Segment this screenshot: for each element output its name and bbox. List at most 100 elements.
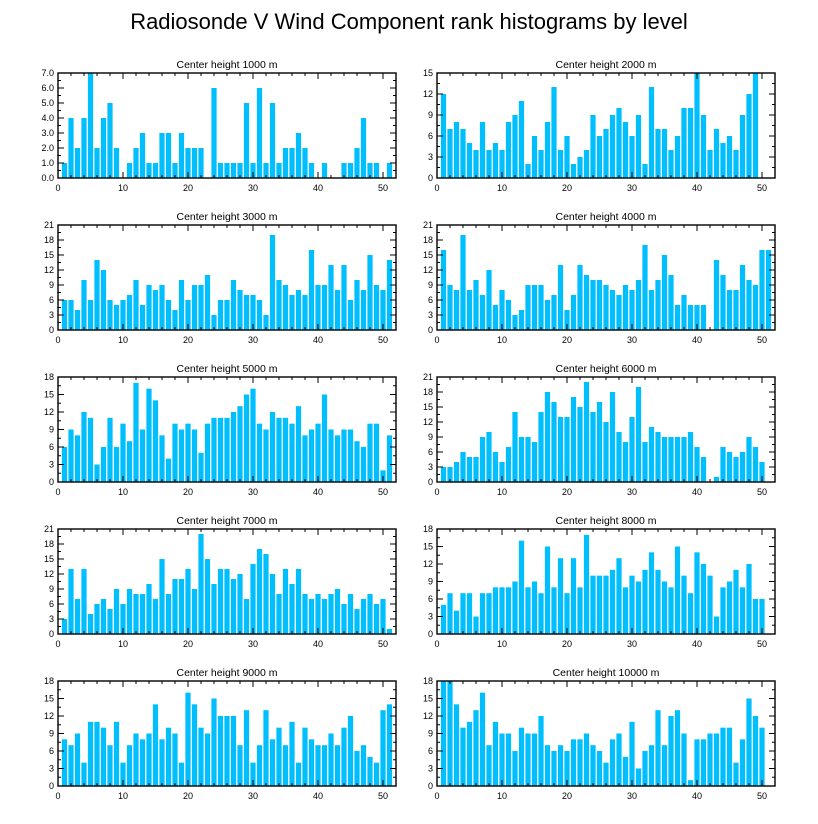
bar	[386, 704, 393, 786]
y-tick-label: 9	[428, 280, 433, 290]
bar	[185, 692, 191, 786]
bar	[94, 260, 100, 330]
y-tick-label: 12	[423, 89, 433, 99]
bar	[256, 300, 263, 330]
bar	[460, 727, 466, 786]
bar	[700, 457, 707, 482]
bar	[557, 558, 564, 634]
bar	[486, 270, 492, 330]
bar	[668, 275, 674, 330]
bar	[564, 593, 570, 634]
bar	[373, 762, 380, 786]
bar	[328, 594, 334, 634]
bar	[655, 569, 661, 634]
bar	[512, 315, 518, 330]
y-tick-label: 0	[49, 629, 54, 639]
bar	[113, 148, 120, 178]
bar	[159, 133, 165, 178]
bar	[668, 437, 674, 482]
bar	[347, 429, 354, 482]
x-tick-label: 30	[627, 183, 637, 193]
bar	[492, 587, 499, 634]
panel-title: Center height 6000 m	[556, 363, 657, 375]
y-tick-label: 3	[49, 310, 54, 320]
bar	[276, 163, 282, 178]
bar	[713, 477, 720, 482]
bar	[354, 148, 360, 178]
bar	[367, 594, 373, 634]
bar	[609, 569, 616, 634]
bar	[681, 295, 687, 330]
bar	[583, 275, 590, 330]
y-tick-label: 3	[49, 614, 54, 624]
bar	[603, 285, 609, 330]
y-tick-label: 0	[428, 781, 433, 791]
bar	[237, 163, 243, 178]
bar	[492, 143, 499, 178]
bar	[479, 692, 486, 786]
y-tick-label: 18	[423, 676, 433, 686]
bar	[354, 441, 360, 482]
bar	[596, 751, 603, 786]
bar	[321, 745, 328, 786]
bar	[590, 575, 596, 634]
bar	[752, 447, 759, 482]
x-tick-label: 30	[627, 639, 637, 649]
y-tick-label: 9	[428, 432, 433, 442]
y-tick-label: 0	[49, 781, 54, 791]
bar	[466, 593, 473, 634]
bar	[525, 437, 531, 482]
y-tick-label: 15	[423, 68, 433, 78]
y-tick-label: 6	[428, 594, 433, 604]
bar	[505, 447, 512, 482]
bar	[133, 382, 139, 482]
bar	[668, 150, 674, 178]
bar	[655, 280, 661, 330]
bar	[120, 423, 126, 482]
y-tick-label: 9	[428, 729, 433, 739]
bar	[211, 88, 217, 178]
bar	[492, 721, 499, 786]
bar	[269, 739, 276, 786]
bar	[681, 733, 687, 786]
bar	[373, 423, 380, 482]
x-tick-label: 40	[692, 487, 702, 497]
bar	[94, 464, 100, 482]
bar	[302, 727, 308, 786]
bar	[354, 280, 360, 330]
x-tick-label: 10	[497, 791, 507, 801]
bar	[126, 441, 133, 482]
bar	[486, 593, 492, 634]
bar	[739, 452, 746, 482]
bar	[642, 751, 648, 786]
y-tick-label: 6	[428, 131, 433, 141]
bar	[172, 163, 178, 178]
bar	[178, 133, 185, 178]
bar	[185, 148, 191, 178]
y-tick-label: 9	[428, 110, 433, 120]
y-tick-label: 21	[423, 372, 433, 382]
bar	[282, 417, 289, 482]
x-tick-label: 0	[434, 335, 439, 345]
bar	[380, 290, 386, 330]
bar	[243, 394, 250, 482]
bar	[570, 397, 577, 482]
bar	[146, 388, 152, 482]
bar	[269, 103, 276, 178]
bar	[126, 745, 133, 786]
bar	[687, 593, 694, 634]
panel: Center height 7000 m 0 10 20 30 40 50 0 3 6 9 12 15 1…	[44, 515, 397, 649]
panel: Center height 2000 m 0 10 20 30 40 50 0 3 6 9 12 15	[423, 59, 776, 193]
y-tick-label: 6	[49, 746, 54, 756]
bar	[440, 604, 447, 634]
y-tick-label: 3	[428, 152, 433, 162]
bar	[629, 575, 635, 634]
bar	[765, 250, 772, 330]
bar	[172, 733, 178, 786]
bar	[531, 442, 538, 482]
bar	[347, 594, 354, 634]
bar	[217, 163, 224, 178]
x-tick-label: 40	[692, 335, 702, 345]
bar	[499, 733, 505, 786]
bar	[492, 452, 499, 482]
